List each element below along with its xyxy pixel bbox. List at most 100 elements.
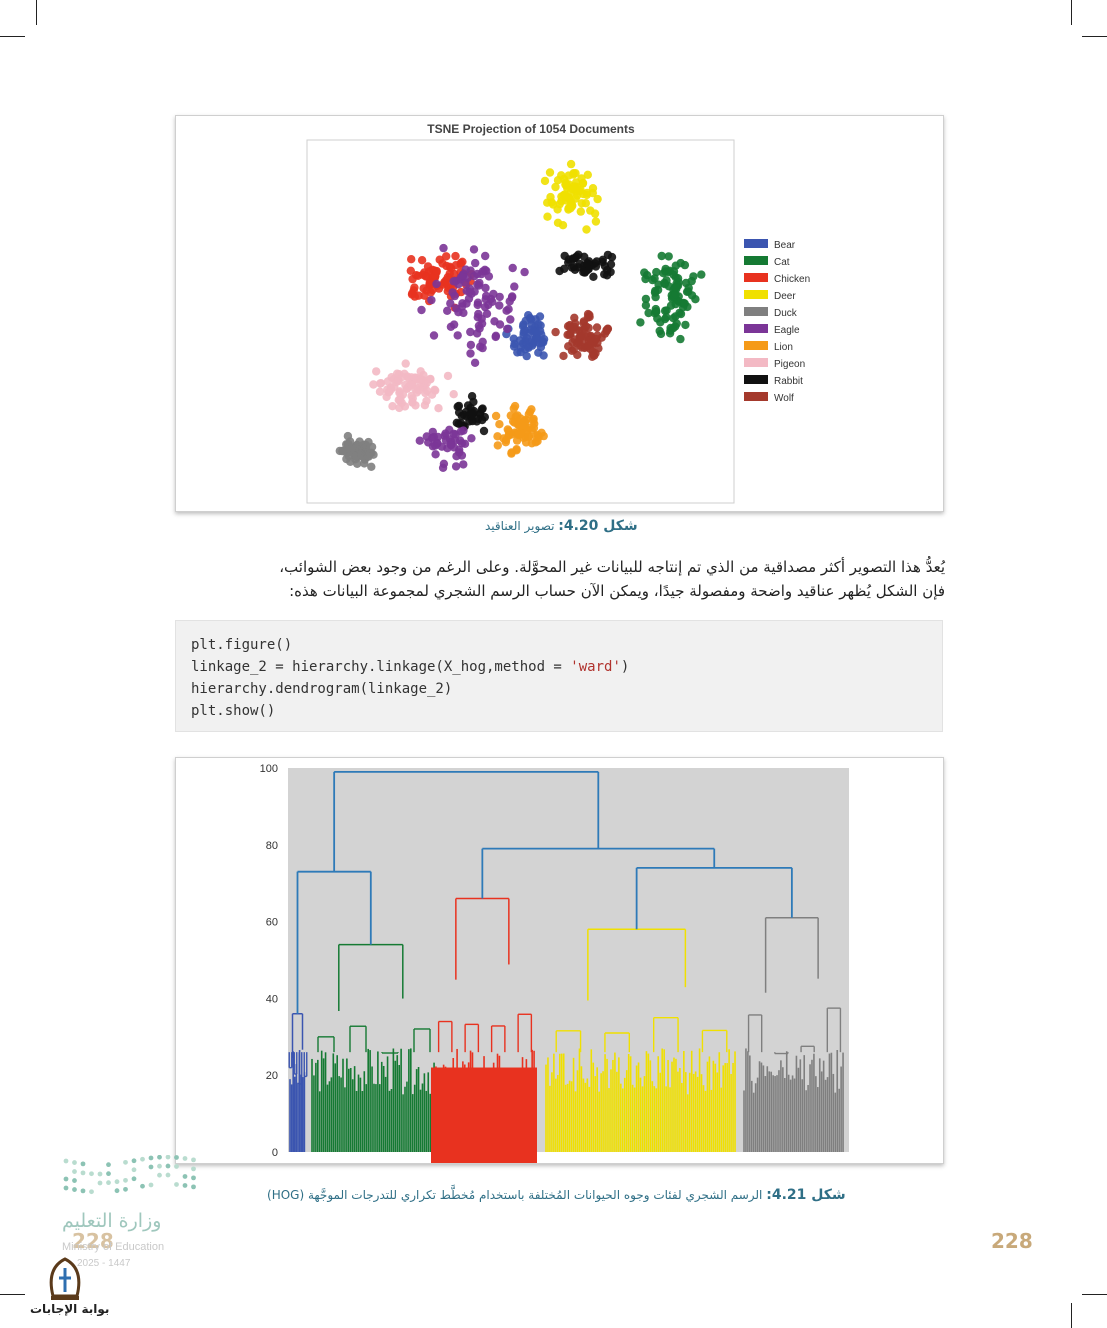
code-text: linkage_2 = hierarchy.linkage(X_hog,meth… bbox=[191, 659, 571, 675]
logo-dot bbox=[148, 1155, 154, 1161]
logo-dot bbox=[131, 1176, 137, 1182]
scatter-point-pigeon bbox=[427, 390, 437, 399]
scatter-point-lion bbox=[504, 431, 513, 440]
scatter-point-chicken bbox=[407, 255, 416, 264]
logo-dot bbox=[97, 1171, 103, 1177]
scatter-point-cat bbox=[648, 275, 657, 285]
scatter-point-eagle bbox=[439, 243, 448, 253]
scatter-point-deer bbox=[583, 170, 592, 179]
logo-dot bbox=[89, 1171, 94, 1177]
code-line: linkage_2 = hierarchy.linkage(X_hog,meth… bbox=[191, 659, 629, 675]
logo-dot bbox=[165, 1172, 171, 1178]
logo-dot bbox=[174, 1164, 179, 1169]
scatter-point-pigeon bbox=[375, 387, 385, 396]
scatter-point-cat bbox=[640, 268, 649, 277]
scatter-point-lion bbox=[493, 441, 502, 450]
logo-dot bbox=[72, 1160, 77, 1165]
scatter-point-cat bbox=[689, 272, 698, 281]
scatter-point-duck bbox=[356, 449, 365, 459]
scatter-point-deer bbox=[591, 217, 601, 226]
scatter-point-rabbit bbox=[583, 258, 592, 268]
page-number-left: 228 bbox=[72, 1229, 114, 1253]
scatter-point-eagle bbox=[482, 266, 491, 275]
scatter-point-duck bbox=[360, 459, 369, 468]
scatter-point-deer bbox=[570, 182, 579, 191]
scatter-point-eagle bbox=[459, 460, 468, 469]
scatter-point-pigeon bbox=[401, 380, 410, 390]
caption-text: الرسم الشجري لفئات وجوه الحيوانات المُخت… bbox=[267, 1188, 763, 1202]
scatter-point-lion bbox=[527, 439, 537, 448]
scatter-point-eagle bbox=[422, 432, 431, 441]
scatter-point-cat bbox=[687, 291, 697, 300]
scatter-point-cat bbox=[660, 306, 670, 315]
scatter-point-deer bbox=[581, 199, 590, 208]
scatter-point-eagle bbox=[432, 439, 442, 448]
code-line: plt.show() bbox=[191, 703, 276, 719]
scatter-point-eagle bbox=[481, 283, 490, 293]
scatter-point-pigeon bbox=[369, 380, 378, 389]
scatter-point-wolf bbox=[559, 351, 568, 361]
logo-dot bbox=[174, 1155, 179, 1160]
y-tick-label: 80 bbox=[266, 840, 278, 852]
scatter-point-pigeon bbox=[407, 380, 416, 390]
scatter-point-pigeon bbox=[395, 396, 405, 405]
scatter-point-eagle bbox=[450, 291, 459, 301]
logo-dot bbox=[182, 1183, 188, 1188]
scatter-point-pigeon bbox=[376, 379, 385, 388]
crop-mark bbox=[1071, 0, 1072, 25]
scatter-point-eagle bbox=[467, 434, 476, 443]
scatter-point-pigeon bbox=[434, 404, 443, 413]
scatter-point-eagle bbox=[470, 272, 479, 281]
scatter-point-chicken bbox=[417, 256, 427, 265]
scatter-point-duck bbox=[346, 457, 355, 466]
legend-swatch-wolf bbox=[744, 392, 768, 401]
scatter-point-pigeon bbox=[416, 367, 425, 376]
logo-dot bbox=[174, 1182, 179, 1187]
logo-dot bbox=[148, 1164, 154, 1170]
logo-dot bbox=[191, 1184, 196, 1190]
ministry-name-en: Ministry of Education bbox=[62, 1241, 165, 1253]
scatter-point-pigeon bbox=[408, 398, 417, 407]
legend-label-duck: Duck bbox=[774, 308, 798, 319]
scatter-point-eagle bbox=[417, 305, 426, 315]
scatter-point-wolf bbox=[591, 334, 601, 344]
logo-dot bbox=[131, 1167, 137, 1173]
scatter-point-chicken bbox=[407, 290, 417, 299]
scatter-point-eagle bbox=[491, 332, 500, 342]
scatter-point-deer bbox=[557, 171, 566, 180]
scatter-point-cat bbox=[657, 251, 666, 261]
tsne-points bbox=[335, 159, 706, 472]
scatter-point-bear bbox=[539, 335, 549, 344]
scatter-point-eagle bbox=[454, 308, 463, 317]
tsne-scatter-plot: TSNE Projection of 1054 Documents Bear Ca… bbox=[306, 122, 810, 504]
scatter-point-deer bbox=[582, 225, 591, 234]
scatter-point-lion bbox=[501, 438, 510, 447]
scatter-point-pigeon bbox=[407, 391, 416, 401]
scatter-point-rabbit bbox=[560, 264, 569, 273]
scatter-point-rabbit bbox=[574, 263, 583, 272]
legend-swatch-chicken bbox=[744, 273, 768, 282]
scatter-point-rabbit bbox=[479, 426, 489, 436]
scatter-point-pigeon bbox=[400, 402, 410, 411]
scatter-point-lion bbox=[507, 449, 516, 458]
logo-dot bbox=[106, 1180, 111, 1186]
scatter-point-cat bbox=[697, 270, 706, 279]
logo-dot bbox=[63, 1158, 69, 1164]
legend-label-deer: Deer bbox=[774, 291, 796, 302]
scatter-point-chicken bbox=[442, 252, 451, 261]
scatter-point-chicken bbox=[422, 272, 432, 281]
scatter-point-eagle bbox=[520, 267, 529, 277]
scatter-point-chicken bbox=[423, 262, 433, 271]
y-tick-label: 20 bbox=[266, 1070, 278, 1082]
dendrogram-links bbox=[288, 770, 844, 1176]
scatter-point-eagle bbox=[429, 331, 439, 340]
scatter-point-bear bbox=[535, 326, 545, 336]
legend-label-wolf: Wolf bbox=[774, 393, 794, 404]
scatter-point-eagle bbox=[415, 436, 424, 445]
scatter-point-bear bbox=[531, 315, 540, 324]
legend-label-pigeon: Pigeon bbox=[774, 359, 805, 370]
logo-dot bbox=[157, 1163, 162, 1169]
scatter-point-eagle bbox=[489, 289, 498, 299]
scatter-point-bear bbox=[522, 351, 531, 361]
scatter-point-eagle bbox=[446, 440, 456, 450]
